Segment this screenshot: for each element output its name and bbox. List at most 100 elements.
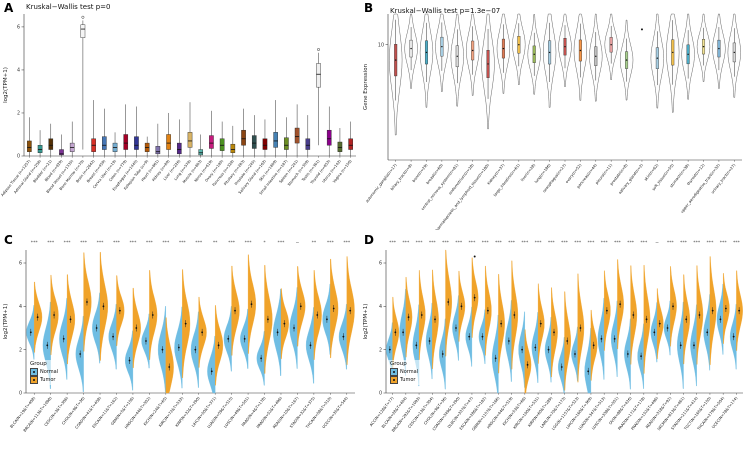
svg-text:***: *** <box>31 240 39 246</box>
svg-text:***: *** <box>195 240 203 246</box>
svg-text:***: *** <box>278 240 286 246</box>
legend-item-normal: Normal <box>390 368 418 376</box>
legend-item-tumor: Tumor <box>30 376 58 384</box>
tumor-color-swatch <box>30 376 38 384</box>
svg-text:***: *** <box>627 240 635 246</box>
svg-text:***: *** <box>680 240 688 246</box>
svg-text:−: − <box>655 241 659 246</box>
svg-text:***: *** <box>389 240 397 246</box>
tumor-color-swatch <box>390 376 398 384</box>
svg-text:liver(n=28): liver(n=28) <box>520 163 536 182</box>
svg-text:2: 2 <box>17 111 20 117</box>
svg-text:6: 6 <box>379 261 382 267</box>
svg-text:6: 6 <box>17 25 20 31</box>
panel-d-label: D <box>364 233 374 247</box>
panel-b-violinplot: 10 Gene Expression autonomic_ganglia(n=17)… <box>363 13 742 230</box>
panel-c-label: C <box>4 233 13 247</box>
group-legend-d: Group Normal Tumor <box>388 360 421 385</box>
svg-text:UCEC(N=78&T=174): UCEC(N=78&T=174) <box>711 396 738 430</box>
svg-text:log2(TPM+1): log2(TPM+1) <box>3 304 9 340</box>
svg-text:4: 4 <box>379 304 382 310</box>
svg-text:***: *** <box>614 240 622 246</box>
svg-text:***: *** <box>482 240 490 246</box>
svg-text:haematopoietic_and_lymphoid_ti: haematopoietic_and_lymphoid_tissue(n=180… <box>435 163 491 230</box>
svg-text:***: *** <box>640 240 648 246</box>
svg-text:***: *** <box>720 240 728 246</box>
svg-text:2: 2 <box>379 347 382 353</box>
svg-text:0: 0 <box>17 154 20 160</box>
svg-text:***: *** <box>733 240 741 246</box>
svg-text:4: 4 <box>19 304 22 310</box>
svg-text:***: *** <box>455 240 463 246</box>
svg-text:***: *** <box>113 240 121 246</box>
svg-text:***: *** <box>468 240 476 246</box>
svg-text:BRCA(N=113&T=1098): BRCA(N=113&T=1098) <box>23 396 53 433</box>
svg-text:***: *** <box>442 240 450 246</box>
svg-text:***: *** <box>402 240 410 246</box>
svg-text:***: *** <box>47 240 55 246</box>
legend-title: Group <box>390 361 407 367</box>
svg-text:***: *** <box>64 240 72 246</box>
svg-text:***: *** <box>521 240 529 246</box>
legend-title: Group <box>30 361 47 367</box>
svg-text:***: *** <box>146 240 154 246</box>
panel-d-splitviolin: 0246log2(TPM+1)ACC(N=128&T=77)BLCA(N=28&… <box>363 240 743 433</box>
svg-text:log2(TPM+1): log2(TPM+1) <box>3 67 9 103</box>
legend-item-normal: Normal <box>30 368 58 376</box>
panel-b-label: B <box>364 1 374 15</box>
svg-text:***: *** <box>706 240 714 246</box>
svg-text:***: *** <box>416 240 424 246</box>
group-legend-c: Group Normal Tumor <box>28 360 61 385</box>
svg-text:10: 10 <box>378 42 384 48</box>
normal-color-swatch <box>30 368 38 376</box>
panel-d: D 0 2 4 6 log2(TPM+1) ACC(N=128&T=77) BLCA(N=2… <box>360 232 748 467</box>
panel-a-label: A <box>4 1 14 15</box>
svg-text:***: *** <box>343 240 351 246</box>
svg-text:***: *** <box>508 240 516 246</box>
legend-label-normal: Normal <box>400 368 419 375</box>
panel-a-title: Kruskal−Wallis test p=0 <box>26 3 111 11</box>
svg-text:***: *** <box>561 240 569 246</box>
svg-text:***: *** <box>667 240 675 246</box>
svg-text:KICH(N=53&T=66): KICH(N=53&T=66) <box>502 396 527 427</box>
svg-text:large_intestine(n=61): large_intestine(n=61) <box>493 163 521 198</box>
svg-text:***: *** <box>535 240 543 246</box>
svg-text:***: *** <box>129 240 137 246</box>
svg-text:***: *** <box>548 240 556 246</box>
svg-text:KIRP(N=60&T=289): KIRP(N=60&T=289) <box>527 396 553 428</box>
svg-text:***: *** <box>327 240 335 246</box>
panel-c: C 0 2 4 6 log2(TPM+1) BLCA(N=19&T=408) BRCA(N=… <box>0 232 360 467</box>
svg-text:Gene Expression: Gene Expression <box>363 63 369 110</box>
svg-text:***: *** <box>162 240 170 246</box>
svg-text:***: *** <box>587 240 595 246</box>
svg-text:***: *** <box>245 240 253 246</box>
svg-text:skin(n=62): skin(n=62) <box>644 163 660 182</box>
svg-text:***: *** <box>601 240 609 246</box>
svg-text:log2(TPM+1): log2(TPM+1) <box>363 304 369 340</box>
legend-label-normal: Normal <box>40 368 59 375</box>
svg-text:***: *** <box>97 240 105 246</box>
svg-text:**: ** <box>312 240 317 246</box>
legend-label-tumor: Tumor <box>40 376 56 383</box>
svg-text:***: *** <box>179 240 187 246</box>
svg-text:bone(n=29): bone(n=29) <box>412 163 429 183</box>
svg-text:2: 2 <box>19 347 22 353</box>
panel-c-splitviolin: 0246log2(TPM+1)BLCA(N=19&T=408)BRCA(N=11… <box>3 240 355 433</box>
svg-text:ACC(N=128&T=77): ACC(N=128&T=77) <box>369 396 395 427</box>
svg-text:0: 0 <box>379 391 382 397</box>
svg-text:***: *** <box>495 240 503 246</box>
svg-text:***: *** <box>429 240 437 246</box>
svg-text:6: 6 <box>19 261 22 267</box>
svg-text:*: * <box>263 240 266 246</box>
svg-text:4: 4 <box>17 68 20 74</box>
svg-text:***: *** <box>693 240 701 246</box>
svg-text:***: *** <box>80 240 88 246</box>
svg-text:***: *** <box>228 240 236 246</box>
svg-text:**: ** <box>213 240 218 246</box>
panel-a: A Kruskal−Wallis test p=0 0 2 4 6 log2(TPM+1… <box>0 0 360 232</box>
svg-text:autonomic_ganglia(n=17): autonomic_ganglia(n=17) <box>365 163 398 204</box>
normal-color-swatch <box>390 368 398 376</box>
legend-label-tumor: Tumor <box>400 376 416 383</box>
panel-b-title: Kruskal−Wallis test p=1.3e−07 <box>390 7 501 15</box>
